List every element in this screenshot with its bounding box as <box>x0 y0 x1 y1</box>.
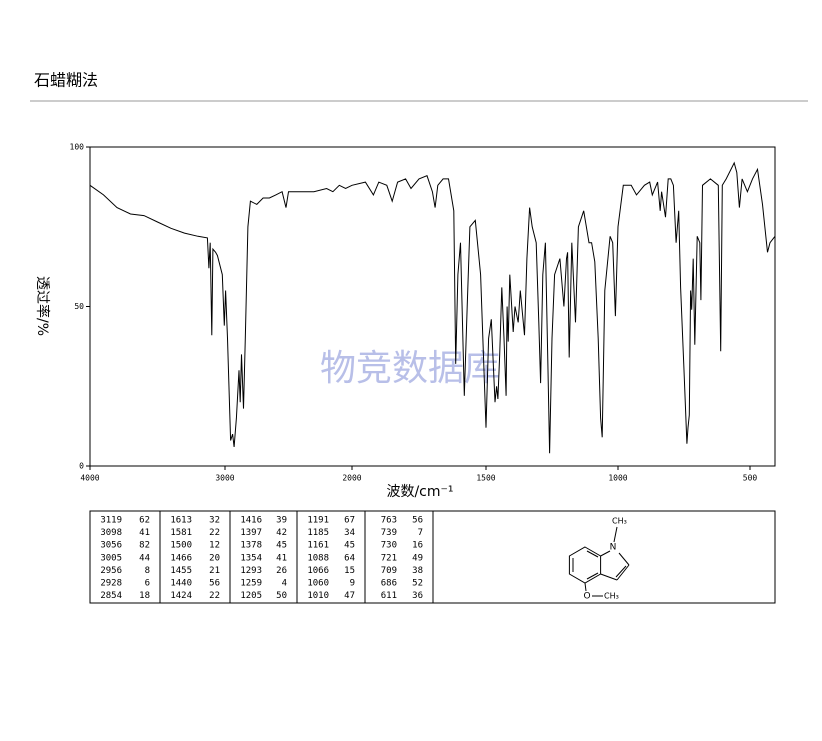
peak-transmittance: 62 <box>139 516 150 526</box>
y-tick-label: 50 <box>74 302 84 311</box>
peak-transmittance: 15 <box>344 566 355 576</box>
peak-wavenumber: 3119 <box>100 516 122 526</box>
peak-transmittance: 56 <box>412 516 423 526</box>
structure-atom: CH₃ <box>604 592 619 601</box>
peak-transmittance: 26 <box>276 566 287 576</box>
x-axis-label: 波数/cm⁻¹ <box>386 484 453 500</box>
peak-transmittance: 44 <box>139 553 150 563</box>
x-tick-label: 4000 <box>80 474 99 483</box>
peak-wavenumber: 1613 <box>170 516 192 526</box>
x-tick-label: 500 <box>743 474 758 483</box>
peak-wavenumber: 1293 <box>240 566 262 576</box>
peak-wavenumber: 2854 <box>100 591 122 601</box>
peak-wavenumber: 1424 <box>170 591 192 601</box>
peak-wavenumber: 1060 <box>307 579 329 589</box>
peak-transmittance: 50 <box>276 591 287 601</box>
peak-transmittance: 47 <box>344 591 355 601</box>
peak-transmittance: 67 <box>344 516 355 526</box>
peak-transmittance: 38 <box>412 566 423 576</box>
peak-transmittance: 18 <box>139 591 150 601</box>
peak-wavenumber: 2956 <box>100 566 122 576</box>
peak-transmittance: 6 <box>145 579 150 589</box>
peak-transmittance: 22 <box>209 591 220 601</box>
x-tick-label: 1500 <box>476 474 495 483</box>
structure-bonds <box>568 526 630 597</box>
y-axis-label: 透过率/% <box>34 276 51 336</box>
peak-wavenumber: 1088 <box>307 553 329 563</box>
x-tick-label: 1000 <box>608 474 627 483</box>
peak-transmittance: 45 <box>276 541 287 551</box>
peak-transmittance: 49 <box>412 553 423 563</box>
peak-wavenumber: 1440 <box>170 579 192 589</box>
peak-wavenumber: 739 <box>381 528 397 538</box>
peak-wavenumber: 1455 <box>170 566 192 576</box>
peak-wavenumber: 1010 <box>307 591 329 601</box>
peak-wavenumber: 763 <box>381 516 397 526</box>
spectrum-line <box>89 161 776 454</box>
page-title: 石蜡糊法 <box>34 71 98 90</box>
peak-transmittance: 45 <box>344 541 355 551</box>
peak-wavenumber: 730 <box>381 541 397 551</box>
x-tick-label: 2000 <box>342 474 361 483</box>
peak-wavenumber: 3056 <box>100 541 122 551</box>
peak-transmittance: 20 <box>209 553 220 563</box>
peak-transmittance: 7 <box>418 528 423 538</box>
peak-wavenumber: 611 <box>381 591 397 601</box>
peak-transmittance: 8 <box>145 566 150 576</box>
structure-atom: CH₃ <box>612 517 627 526</box>
y-tick-label: 100 <box>70 143 85 152</box>
peak-transmittance: 42 <box>276 528 287 538</box>
peak-transmittance: 39 <box>276 516 287 526</box>
peak-wavenumber: 709 <box>381 566 397 576</box>
peak-transmittance: 41 <box>139 528 150 538</box>
peak-wavenumber: 721 <box>381 553 397 563</box>
peak-wavenumber: 1581 <box>170 528 192 538</box>
peak-wavenumber: 1500 <box>170 541 192 551</box>
peak-transmittance: 21 <box>209 566 220 576</box>
peak-transmittance: 34 <box>344 528 355 538</box>
peak-wavenumber: 3005 <box>100 553 122 563</box>
watermark: 物竞数据库 <box>320 348 500 389</box>
peak-transmittance: 41 <box>276 553 287 563</box>
peak-transmittance: 32 <box>209 516 220 526</box>
structure-atom: N <box>610 543 617 553</box>
peak-transmittance: 12 <box>209 541 220 551</box>
peak-transmittance: 82 <box>139 541 150 551</box>
peak-transmittance: 16 <box>412 541 423 551</box>
peak-wavenumber: 2928 <box>100 579 122 589</box>
peak-wavenumber: 1185 <box>307 528 329 538</box>
peak-wavenumber: 1161 <box>307 541 329 551</box>
peak-wavenumber: 1378 <box>240 541 262 551</box>
peak-transmittance: 36 <box>412 591 423 601</box>
peak-wavenumber: 1354 <box>240 553 262 563</box>
peak-wavenumber: 1205 <box>240 591 262 601</box>
peak-transmittance: 64 <box>344 553 355 563</box>
peak-transmittance: 22 <box>209 528 220 538</box>
table-dividers <box>159 511 434 603</box>
y-tick-label: 0 <box>79 462 84 471</box>
peak-wavenumber: 1466 <box>170 553 192 563</box>
peak-wavenumber: 686 <box>381 579 397 589</box>
peak-wavenumber: 1066 <box>307 566 329 576</box>
peak-wavenumber: 1259 <box>240 579 262 589</box>
x-tick-label: 3000 <box>215 474 234 483</box>
peak-wavenumber: 1416 <box>240 516 262 526</box>
peak-transmittance: 4 <box>282 579 287 589</box>
peak-transmittance: 56 <box>209 579 220 589</box>
peak-transmittance: 52 <box>412 579 423 589</box>
peak-wavenumber: 3098 <box>100 528 122 538</box>
structure-atom: O <box>583 592 590 602</box>
peak-wavenumber: 1397 <box>240 528 262 538</box>
peak-transmittance: 9 <box>350 579 355 589</box>
peak-wavenumber: 1191 <box>307 516 329 526</box>
